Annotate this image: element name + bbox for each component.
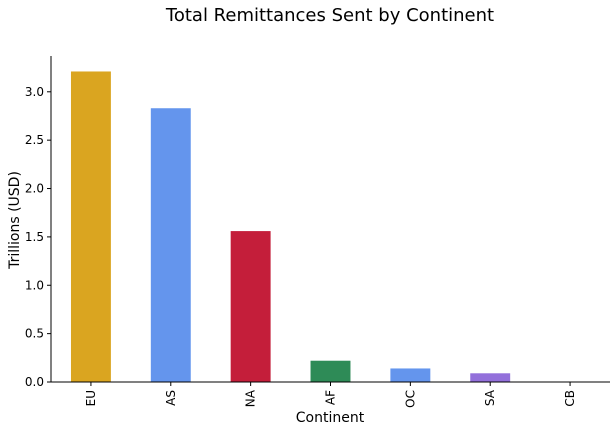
y-tick-label: 3.0 xyxy=(25,85,44,99)
bar-na xyxy=(230,231,271,382)
x-tick-label: EU xyxy=(84,390,98,406)
y-tick-label: 1.0 xyxy=(25,278,44,292)
x-axis-ticks: EU AS NA AF OC SA CB xyxy=(84,382,577,408)
y-axis-label: Trillions (USD) xyxy=(7,171,23,270)
y-tick-label: 0.0 xyxy=(25,375,44,389)
y-tick-label: 2.5 xyxy=(25,133,44,147)
bar-eu xyxy=(70,71,111,382)
bar-as xyxy=(150,108,191,382)
x-tick-label: AS xyxy=(164,390,178,406)
x-tick-label: AF xyxy=(324,390,338,405)
bars-group xyxy=(70,71,591,382)
x-tick-label: NA xyxy=(244,389,258,407)
x-tick-label: SA xyxy=(483,389,497,406)
x-tick-label: CB xyxy=(563,390,577,407)
y-axis-ticks: 0.0 0.5 1.0 1.5 2.0 2.5 3.0 xyxy=(25,85,51,389)
bar-af xyxy=(310,360,351,382)
y-tick-label: 2.0 xyxy=(25,182,44,196)
x-tick-label: OC xyxy=(403,390,417,408)
bar-oc xyxy=(390,368,431,382)
bar-sa xyxy=(470,373,511,382)
chart-title: Total Remittances Sent by Continent xyxy=(165,5,494,26)
y-tick-label: 0.5 xyxy=(25,327,44,341)
y-tick-label: 1.5 xyxy=(25,230,44,244)
x-axis-label: Continent xyxy=(296,410,365,426)
